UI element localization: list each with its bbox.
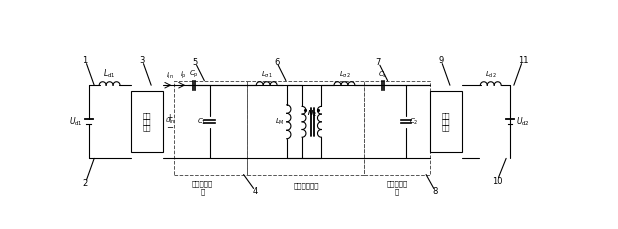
- Bar: [247, 81, 365, 174]
- Text: $L_{\rm d1}$: $L_{\rm d1}$: [103, 67, 116, 80]
- Text: $C_{\rm p}$: $C_{\rm p}$: [189, 68, 199, 80]
- Text: 高频: 高频: [143, 124, 151, 131]
- Text: 副边补偿机: 副边补偿机: [387, 180, 408, 187]
- Text: 1: 1: [82, 56, 88, 65]
- Text: 7: 7: [376, 58, 381, 67]
- Text: 网络: 网络: [143, 113, 151, 119]
- Text: $U_{\rm d1}$: $U_{\rm d1}$: [69, 116, 83, 128]
- Text: $L_{\rm d2}$: $L_{\rm d2}$: [485, 70, 497, 80]
- Text: $U_{\rm d2}$: $U_{\rm d2}$: [516, 116, 530, 128]
- Text: $C_2$: $C_2$: [409, 117, 418, 127]
- Text: $N_1$: $N_1$: [307, 109, 316, 119]
- Bar: [131, 91, 164, 152]
- Bar: [174, 81, 247, 174]
- Text: $u_{\rm in}$: $u_{\rm in}$: [165, 117, 176, 126]
- Text: $i_{\rm p}$: $i_{\rm p}$: [180, 70, 187, 81]
- Text: $N_2$: $N_2$: [307, 109, 317, 119]
- Text: 构: 构: [395, 188, 399, 195]
- Text: 开关: 开关: [143, 118, 151, 125]
- Text: 网络: 网络: [442, 113, 451, 119]
- Bar: [365, 81, 430, 174]
- Text: 3: 3: [139, 56, 145, 65]
- Text: $L_{\rm \sigma 1}$: $L_{\rm \sigma 1}$: [261, 70, 273, 80]
- Text: $i_{\rm in}$: $i_{\rm in}$: [166, 71, 174, 81]
- Text: $L_{\rm \sigma 2}$: $L_{\rm \sigma 2}$: [339, 70, 350, 80]
- Text: 高频: 高频: [442, 124, 451, 131]
- Text: 开关: 开关: [442, 118, 451, 125]
- Bar: [430, 91, 462, 152]
- Text: 5: 5: [192, 58, 198, 67]
- Text: 6: 6: [274, 58, 279, 67]
- Text: 8: 8: [433, 187, 438, 196]
- Text: 构: 构: [201, 188, 205, 195]
- Text: 4: 4: [253, 187, 258, 196]
- Text: 11: 11: [518, 56, 528, 65]
- Text: 松耦合变压器: 松耦合变压器: [293, 182, 319, 189]
- Text: −: −: [167, 123, 174, 132]
- Text: 原边补偿机: 原边补偿机: [192, 180, 213, 187]
- Text: $C_{\rm s}$: $C_{\rm s}$: [378, 70, 387, 80]
- Text: +: +: [167, 113, 173, 123]
- Text: 2: 2: [82, 179, 88, 188]
- Text: 9: 9: [438, 56, 443, 65]
- Text: 10: 10: [492, 177, 502, 186]
- Text: $L_{\rm M}$: $L_{\rm M}$: [275, 117, 284, 127]
- Text: $C_1$: $C_1$: [197, 117, 206, 127]
